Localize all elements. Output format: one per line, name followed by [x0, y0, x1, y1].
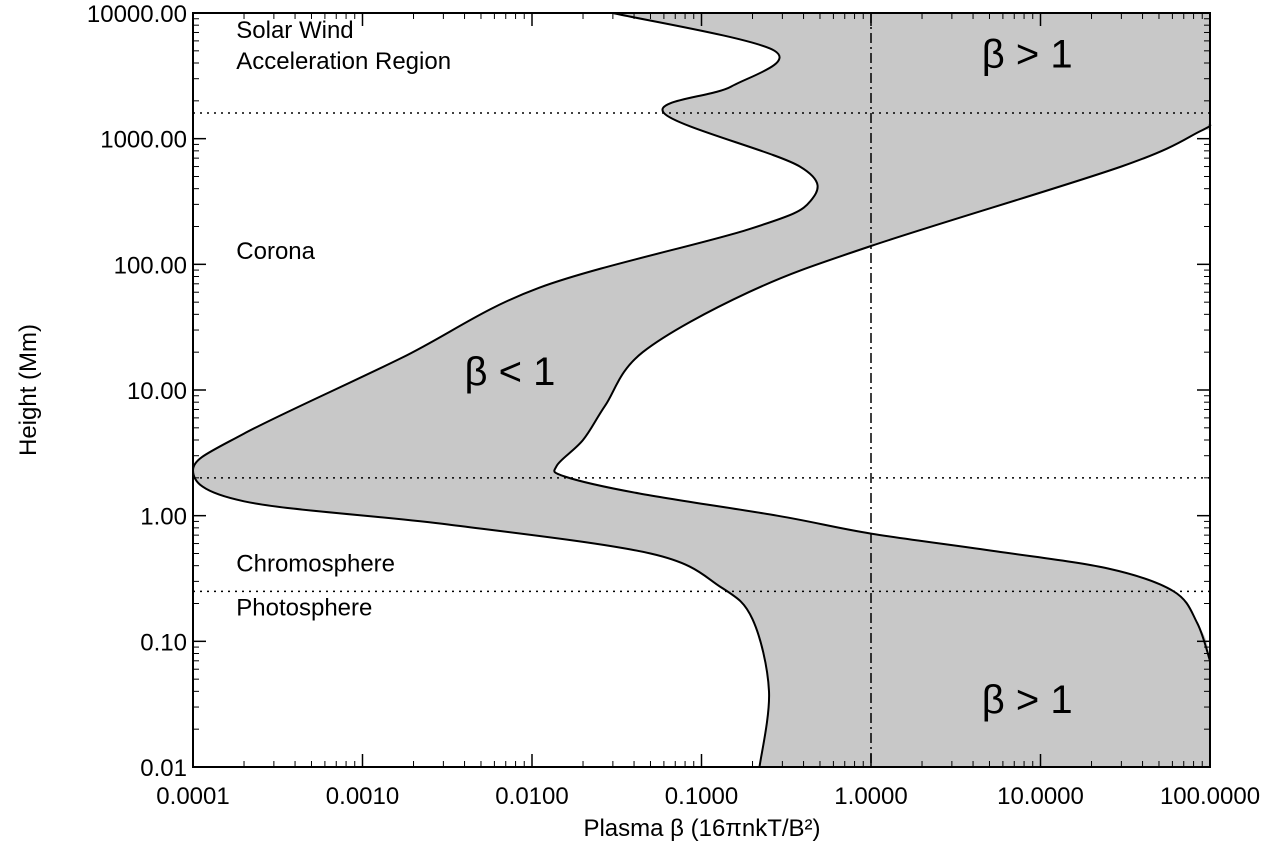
x-tick-label: 1.0000 — [834, 783, 907, 810]
beta-regime-label: β > 1 — [982, 32, 1073, 76]
x-axis-title: Plasma β (16πnkT/B²) — [583, 815, 820, 842]
y-tick-label: 1000.00 — [100, 127, 187, 154]
x-tick-label: 10.0000 — [997, 783, 1084, 810]
y-tick-label: 10.00 — [127, 378, 187, 405]
atmosphere-region-label: Acceleration Region — [236, 48, 451, 75]
x-tick-label: 0.0001 — [156, 783, 229, 810]
beta-regime-label: β < 1 — [465, 350, 556, 394]
y-tick-label: 0.01 — [140, 755, 187, 782]
y-axis-title: Height (Mm) — [15, 324, 42, 456]
y-tick-label: 0.10 — [140, 629, 187, 656]
y-tick-label: 10000.00 — [87, 1, 187, 28]
boundary-curves-layer — [191, 12, 1212, 768]
y-tick-label: 1.00 — [140, 504, 187, 531]
atmosphere-region-label: Solar Wind — [236, 17, 353, 44]
x-tick-label: 0.0010 — [326, 783, 399, 810]
atmosphere-region-label: Photosphere — [236, 595, 372, 622]
atmosphere-region-label: Corona — [236, 238, 315, 265]
beta-band-area — [193, 13, 1211, 767]
band-left-boundary — [191, 12, 819, 768]
annotations-layer: Solar Wind Acceleration Region Corona Chrom… — [236, 17, 1072, 722]
x-tick-label: 0.1000 — [665, 783, 738, 810]
beta-regime-label: β > 1 — [982, 678, 1073, 722]
x-tick-label: 0.0100 — [495, 783, 568, 810]
y-tick-label: 100.00 — [114, 252, 187, 279]
atmosphere-region-label: Chromosphere — [236, 550, 395, 577]
axis-ticks-layer: 0.0001 0.0010 0.0100 0.1000 1.0000 10.0000 100… — [87, 1, 1260, 810]
band-right-boundary — [553, 123, 1212, 662]
x-tick-label: 100.0000 — [1160, 783, 1260, 810]
beta-band-layer — [193, 13, 1211, 767]
reference-lines-layer — [193, 13, 1210, 767]
